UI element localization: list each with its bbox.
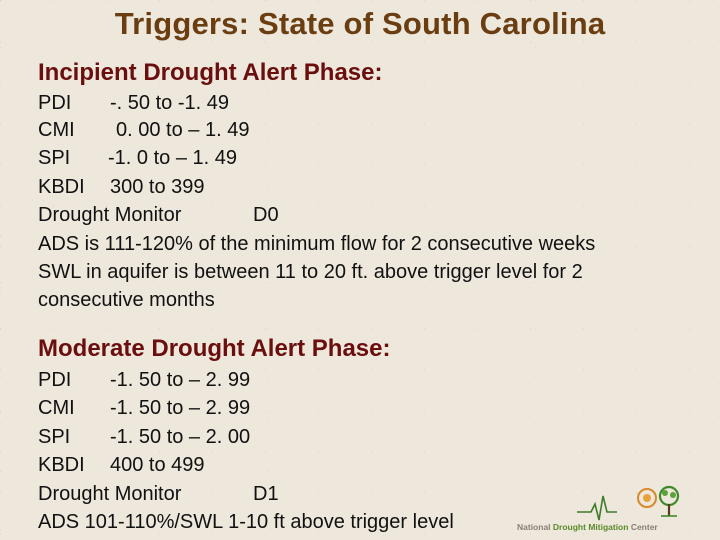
- moderate-drought-monitor-row: Drought Monitor D1: [38, 482, 279, 506]
- incipient-heading: Incipient Drought Alert Phase:: [38, 59, 383, 86]
- incipient-swl-line: SWL in aquifer is between 11 to 20 ft. a…: [38, 261, 583, 283]
- ndmc-logo: National Drought Mitigation Center: [517, 482, 717, 538]
- logo-text-part3: Center: [628, 522, 658, 532]
- row-label: CMI: [38, 119, 75, 141]
- moderate-cmi-row: CMI -1. 50 to – 2. 99: [38, 396, 250, 420]
- row-value: 0. 00 to – 1. 49: [116, 119, 250, 141]
- incipient-ads-line: ADS is 111-120% of the minimum flow for …: [38, 233, 596, 255]
- incipient-kbdi-row: KBDI 300 to 399: [38, 175, 205, 199]
- row-label: Drought Monitor: [38, 204, 182, 226]
- logo-text-part1: National: [517, 522, 553, 532]
- drought-center-logo-icon: [577, 485, 680, 521]
- moderate-spi-row: SPI -1. 50 to – 2. 00: [38, 425, 250, 449]
- incipient-pdi-row: PDI -. 50 to -1. 49: [38, 91, 229, 115]
- row-label: PDI: [38, 92, 72, 114]
- incipient-cmi-row: CMI 0. 00 to – 1. 49: [38, 118, 249, 142]
- row-value: 300 to 399: [110, 176, 205, 198]
- row-value: D0: [253, 204, 279, 226]
- row-label: PDI: [38, 369, 72, 391]
- row-value: -. 50 to -1. 49: [110, 92, 229, 114]
- slide-title: Triggers: State of South Carolina: [114, 6, 606, 41]
- incipient-spi-row: SPI -1. 0 to – 1. 49: [38, 146, 237, 170]
- row-label: SPI: [38, 426, 71, 448]
- incipient-drought-monitor-row: Drought Monitor D0: [38, 203, 279, 227]
- row-value: -1. 50 to – 2. 99: [110, 397, 251, 419]
- row-value: D1: [253, 483, 279, 505]
- moderate-heading: Moderate Drought Alert Phase:: [38, 335, 391, 362]
- row-label: CMI: [38, 397, 75, 419]
- row-value: -1. 50 to – 2. 99: [110, 369, 251, 391]
- row-label: KBDI: [38, 176, 85, 198]
- logo-text-part2: Drought Mitigation: [552, 522, 629, 532]
- row-label: KBDI: [38, 454, 85, 476]
- row-label: SPI: [38, 147, 71, 169]
- logo-wordmark: National Drought Mitigation Center: [517, 522, 658, 532]
- moderate-ads-swl-line: ADS 101-110%/SWL 1-10 ft above trigger l…: [38, 511, 454, 533]
- incipient-swl-line-cont: consecutive months: [38, 289, 215, 311]
- row-value: -1. 50 to – 2. 00: [110, 426, 251, 448]
- moderate-pdi-row: PDI -1. 50 to – 2. 99: [38, 368, 250, 392]
- moderate-kbdi-row: KBDI 400 to 499: [38, 453, 205, 477]
- row-value: -1. 0 to – 1. 49: [108, 147, 237, 169]
- row-label: Drought Monitor: [38, 483, 182, 505]
- row-value: 400 to 499: [110, 454, 205, 476]
